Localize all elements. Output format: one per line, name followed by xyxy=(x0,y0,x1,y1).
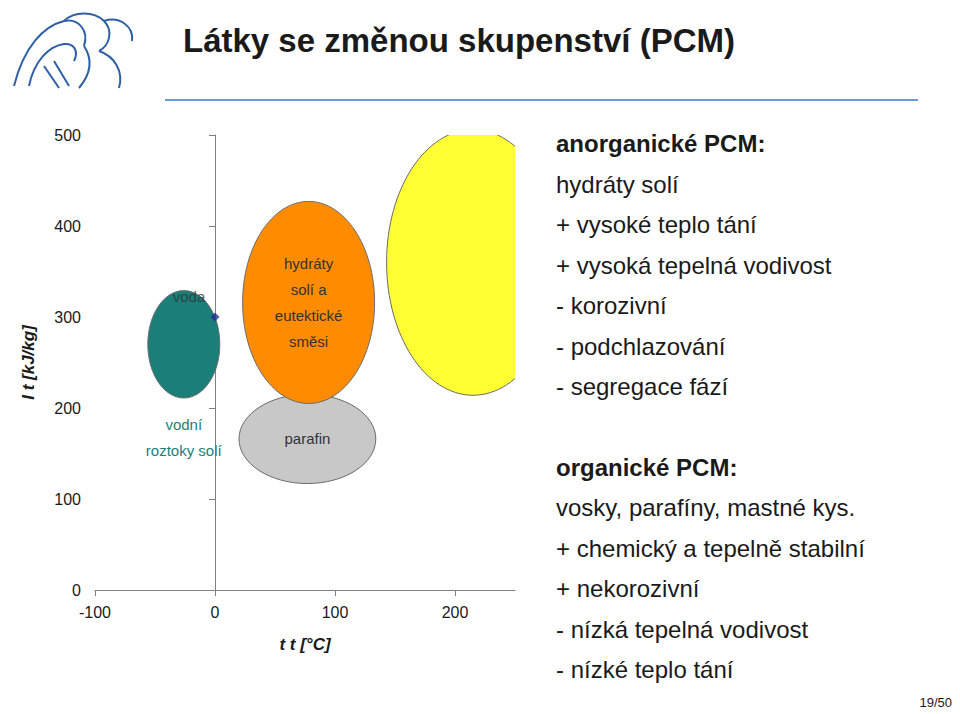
svg-text:směsi: směsi xyxy=(289,333,328,350)
svg-text:200: 200 xyxy=(442,604,469,621)
html-text:organické PCM:: organické PCM: xyxy=(556,453,738,481)
html-text:anorganické PCM:: anorganické PCM: xyxy=(556,130,766,157)
svg-text:solí a: solí a xyxy=(291,281,328,298)
svg-text:roztoky solí: roztoky solí xyxy=(146,442,223,459)
svg-text:parafin: parafin xyxy=(284,430,330,447)
html-text:+ vysoká tepelná vodivost: + vysoká tepelná vodivost xyxy=(556,251,832,279)
html-text:19/50: 19/50 xyxy=(919,695,952,710)
html-text:hydráty solí: hydráty solí xyxy=(556,170,679,198)
html-text:- nízká tepelná vodivost: - nízká tepelná vodivost xyxy=(556,615,809,643)
svg-text:vodní: vodní xyxy=(165,416,203,433)
svg-text:hydráty: hydráty xyxy=(284,255,334,272)
html-text:Látky se změnou skupenství (PC: Látky se změnou skupenství (PCM) xyxy=(183,22,735,59)
svg-text:eutektické: eutektické xyxy=(275,307,343,324)
svg-text:0: 0 xyxy=(211,604,220,621)
html-text:+ nekorozivní: + nekorozivní xyxy=(556,575,700,602)
svg-text:100: 100 xyxy=(54,491,81,508)
svg-text:400: 400 xyxy=(54,218,81,235)
html-text:- nízké teplo tání: - nízké teplo tání xyxy=(556,656,734,683)
html-text:+ vysoké teplo tání: + vysoké teplo tání xyxy=(556,211,757,238)
svg-text:500: 500 xyxy=(54,127,81,144)
svg-text:I t [kJ/kg]: I t [kJ/kg] xyxy=(19,324,38,400)
svg-text:-100: -100 xyxy=(79,604,111,621)
svg-text:0: 0 xyxy=(72,582,81,599)
html-text:- segregace fází: - segregace fází xyxy=(556,373,729,400)
svg-text:100: 100 xyxy=(322,604,349,621)
html-text:+ chemický a tepelně stabilní: + chemický a tepelně stabilní xyxy=(556,534,865,562)
svg-text:t t [°C]: t t [°C] xyxy=(279,635,332,654)
svg-text:200: 200 xyxy=(54,400,81,417)
html-text:- podchlazování: - podchlazování xyxy=(556,332,726,360)
svg-text:300: 300 xyxy=(54,309,81,326)
html-text:- korozivní: - korozivní xyxy=(556,292,667,319)
html-text:vosky, parafíny, mastné kys.: vosky, parafíny, mastné kys. xyxy=(556,494,856,521)
svg-text:voda: voda xyxy=(173,288,206,305)
